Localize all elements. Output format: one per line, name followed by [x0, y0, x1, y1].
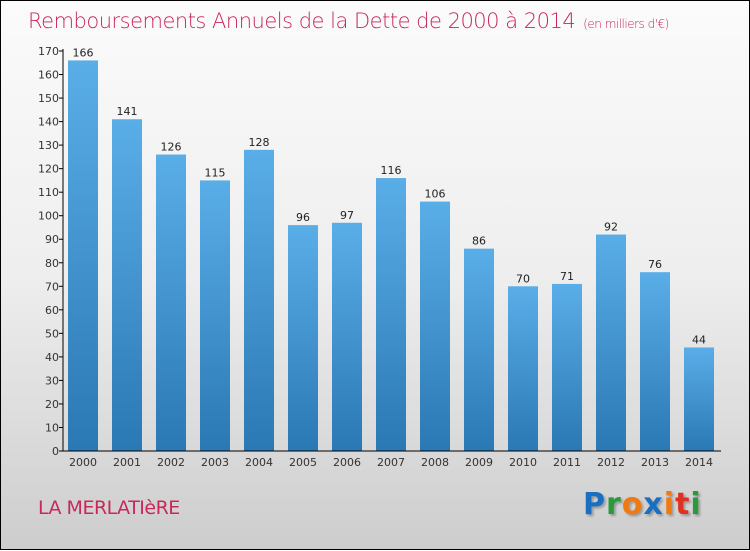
y-tick-label: 170 [38, 45, 59, 58]
y-tick-label: 50 [45, 327, 59, 340]
bar-2002 [156, 154, 186, 451]
y-tick-label: 110 [38, 186, 59, 199]
y-tick-label: 20 [45, 398, 59, 411]
data-label: 115 [205, 166, 226, 179]
data-label: 126 [161, 141, 182, 154]
x-tick-label: 2014 [685, 456, 713, 469]
y-tick-label: 100 [38, 210, 59, 223]
y-tick-label: 40 [45, 351, 59, 364]
data-label: 92 [604, 221, 618, 234]
proxiti-logo: Proxiti [583, 487, 702, 522]
y-tick-label: 140 [38, 116, 59, 129]
bar-2005 [288, 225, 318, 451]
data-label: 76 [648, 258, 662, 271]
bar-2006 [332, 222, 362, 451]
y-tick-label: 70 [45, 280, 59, 293]
bar-2012 [596, 234, 626, 451]
data-label: 106 [425, 188, 446, 201]
y-tick-label: 90 [45, 233, 59, 246]
data-label: 44 [692, 333, 706, 346]
bar-2011 [552, 283, 582, 451]
x-tick-label: 2007 [377, 456, 405, 469]
bar-2010 [508, 286, 538, 451]
data-label: 86 [472, 235, 486, 248]
logo-letter: i [690, 487, 702, 522]
y-tick-label: 120 [38, 163, 59, 176]
bar-2007 [376, 178, 406, 451]
unit-label: (en milliers d'€) [583, 17, 669, 31]
title-text: Remboursements Annuels de la Dette de 20… [28, 9, 576, 33]
logo-letter: P [583, 487, 606, 522]
commune-name: LA MERLATIèRE [38, 497, 180, 519]
data-label: 128 [249, 136, 270, 149]
x-tick-label: 2008 [421, 456, 449, 469]
chart-title: Remboursements Annuels de la Dette de 20… [28, 9, 669, 33]
y-tick-label: 130 [38, 139, 59, 152]
x-tick-label: 2000 [69, 456, 97, 469]
data-label: 96 [296, 211, 310, 224]
y-tick-label: 80 [45, 257, 59, 270]
x-tick-label: 2005 [289, 456, 317, 469]
x-tick-label: 2004 [245, 456, 273, 469]
y-tick-label: 160 [38, 69, 59, 82]
logo-letter: i [663, 487, 676, 522]
x-tick-label: 2001 [113, 456, 141, 469]
data-label: 141 [117, 105, 138, 118]
bar-2013 [640, 272, 670, 451]
bar-2000 [68, 60, 98, 451]
y-tick-label: 150 [38, 92, 59, 105]
logo-letter: r [606, 487, 622, 522]
x-tick-label: 2009 [465, 456, 493, 469]
y-tick-label: 10 [45, 421, 59, 434]
bar-2003 [200, 180, 230, 452]
x-tick-label: 2006 [333, 456, 361, 469]
bar-2004 [244, 149, 274, 451]
x-tick-label: 2003 [201, 456, 229, 469]
data-label: 70 [516, 272, 530, 285]
data-label: 97 [340, 209, 354, 222]
x-tick-label: 2010 [509, 456, 537, 469]
y-tick-label: 60 [45, 304, 59, 317]
x-tick-label: 2002 [157, 456, 185, 469]
data-label: 116 [381, 164, 402, 177]
bar-2009 [464, 248, 494, 451]
y-tick-label: 0 [52, 445, 59, 458]
logo-letter: t [675, 487, 691, 522]
x-tick-label: 2012 [597, 456, 625, 469]
x-tick-label: 2013 [641, 456, 669, 469]
bar-2014 [684, 347, 714, 451]
logo-letter: x [643, 487, 664, 522]
x-tick-label: 2011 [553, 456, 581, 469]
data-label: 71 [560, 270, 574, 283]
logo-letter: o [621, 487, 644, 522]
bar-2008 [420, 201, 450, 451]
bar-2001 [112, 119, 142, 451]
y-tick-label: 30 [45, 374, 59, 387]
data-label: 166 [73, 46, 94, 59]
